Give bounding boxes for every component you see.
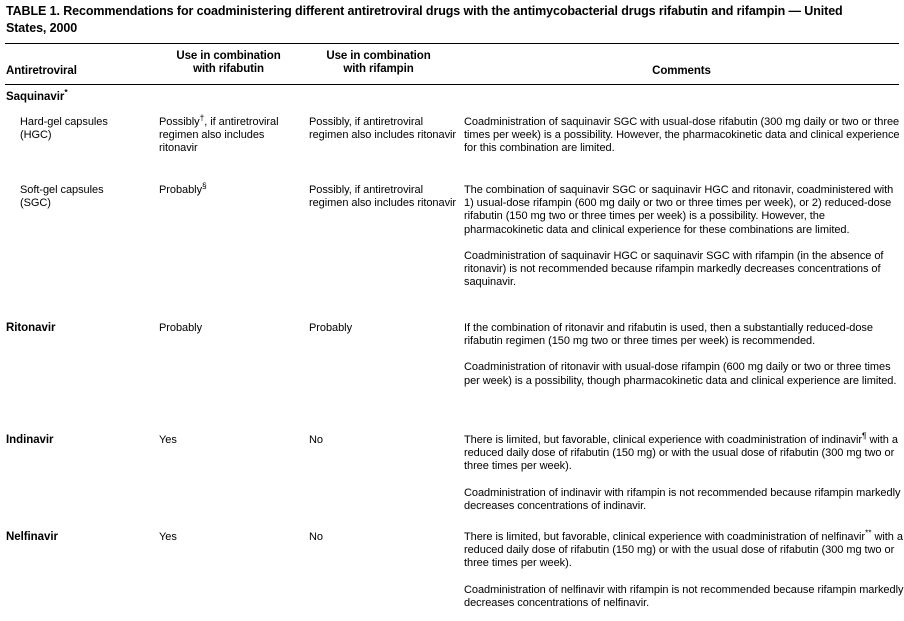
table-row-indinavir: Indinavir Yes No There is limited, but f… [4,431,900,531]
footnote-marker-pilcrow: ¶ [861,430,867,441]
column-header-rifabutin: Use in combination with rifabutin [156,50,301,76]
cell-nelfinavir-comments: There is limited, but favorable, clinica… [464,528,904,610]
drug-group-label: Saquinavir* [6,88,156,104]
footnote-marker-asterisk: * [64,87,68,98]
column-header-rifabutin-line1: Use in combination [176,50,281,62]
table-top-rule [5,43,899,44]
table-row-nelfinavir: Nelfinavir Yes No There is limited, but … [4,528,903,621]
drug-name-sgc: Soft-gel capsules (SGC) [20,184,160,210]
page-title: TABLE 1. Recommendations for coadministe… [6,4,843,35]
comment-text-after-marker: with a reduced daily dose of rifabutin (… [464,434,898,473]
column-header-rifampin-line1: Use in combination [326,50,431,62]
cell-indinavir-rifabutin: Yes [159,434,177,446]
cell-hgc-comments: Coadministration of saquinavir SGC with … [464,116,904,156]
column-header-antiretroviral: Antiretroviral [6,65,77,77]
drug-name-nelfinavir: Nelfinavir [6,531,58,543]
cell-indinavir-rifampin: No [309,434,323,446]
drug-name-hgc-line2: (HGC) [20,129,52,142]
cell-ritonavir-rifabutin: Probably [159,322,203,334]
comment-paragraph: Coadministration of saquinavir HGC or sa… [464,249,884,289]
cell-ritonavir-comments: If the combination of ritonavir and rifa… [464,322,904,388]
comment-paragraph: Coadministration of indinavir with rifam… [464,486,901,512]
footnote-marker-dagger: † [199,112,205,123]
comment-text-before-marker: There is limited, but favorable, clinica… [464,531,865,543]
comment-paragraph: Coadministration of ritonavir with usual… [464,361,897,387]
comment-paragraph: There is limited, but favorable, clinica… [464,528,904,571]
cell-indinavir-comments: There is limited, but favorable, clinica… [464,431,904,513]
drug-name-hgc-line1: Hard-gel capsules [20,116,108,128]
column-header-rifabutin-line2: with rifabutin [193,63,264,75]
cell-ritonavir-rifampin: Probably [309,322,353,334]
comment-text-after-marker: with a reduced daily dose of rifabutin (… [464,531,903,570]
table-body: Saquinavir* Hard-gel capsules (HGC) Poss… [4,85,903,621]
table-row-ritonavir: Ritonavir Probably Probably If the combi… [4,322,900,434]
table-row-hard-gel-capsules: Hard-gel capsules (HGC) Possibly†, if an… [4,113,900,184]
drug-name-sgc-line1: Soft-gel capsules [20,184,104,196]
drug-name-indinavir: Indinavir [6,434,54,446]
table-header-rule [5,84,899,85]
comment-paragraph: Coadministration of nelfinavir with rifa… [464,583,904,609]
comment-paragraph: There is limited, but favorable, clinica… [464,431,904,474]
cell-sgc-rifabutin: Probably§ [159,181,304,197]
column-header-comments: Comments [652,65,711,77]
cell-hgc-rifabutin-value: Possibly [159,116,200,128]
table-row-group-saquinavir: Saquinavir* [4,88,900,116]
cell-hgc-rifabutin: Possibly†, if antiretroviral regimen als… [159,113,304,156]
cell-hgc-rifabutin-qualifier: , if antiretroviral regimen also include… [159,116,279,155]
footnote-marker-double-asterisk: ** [864,527,872,538]
drug-name-ritonavir: Ritonavir [6,322,56,334]
table-row-soft-gel-capsules: Soft-gel capsules (SGC) Probably§ Possib… [4,181,900,322]
comment-paragraph: Coadministration of saquinavir SGC with … [464,116,900,155]
cell-sgc-rifabutin-value: Probably [159,184,203,196]
footnote-marker-section: § [202,180,207,191]
cell-sgc-rifampin: Possibly, if antiretroviral regimen also… [309,184,457,210]
comment-paragraph: If the combination of ritonavir and rifa… [464,322,873,348]
cell-nelfinavir-rifabutin: Yes [159,531,177,543]
cell-nelfinavir-rifampin: No [309,531,323,543]
table-header-row: Antiretroviral Use in combination with r… [4,44,900,84]
drug-group-name: Saquinavir [6,91,65,103]
cell-hgc-rifampin: Possibly, if antiretroviral regimen also… [309,116,457,142]
comment-paragraph: The combination of saquinavir SGC or saq… [464,184,894,236]
comment-text-before-marker: There is limited, but favorable, clinica… [464,434,862,446]
drug-name-sgc-line2: (SGC) [20,197,51,210]
cell-sgc-comments: The combination of saquinavir SGC or saq… [464,184,904,289]
column-header-rifampin: Use in combination with rifampin [306,50,451,76]
drug-name-hgc: Hard-gel capsules (HGC) [20,116,160,142]
column-header-rifampin-line2: with rifampin [343,63,414,75]
